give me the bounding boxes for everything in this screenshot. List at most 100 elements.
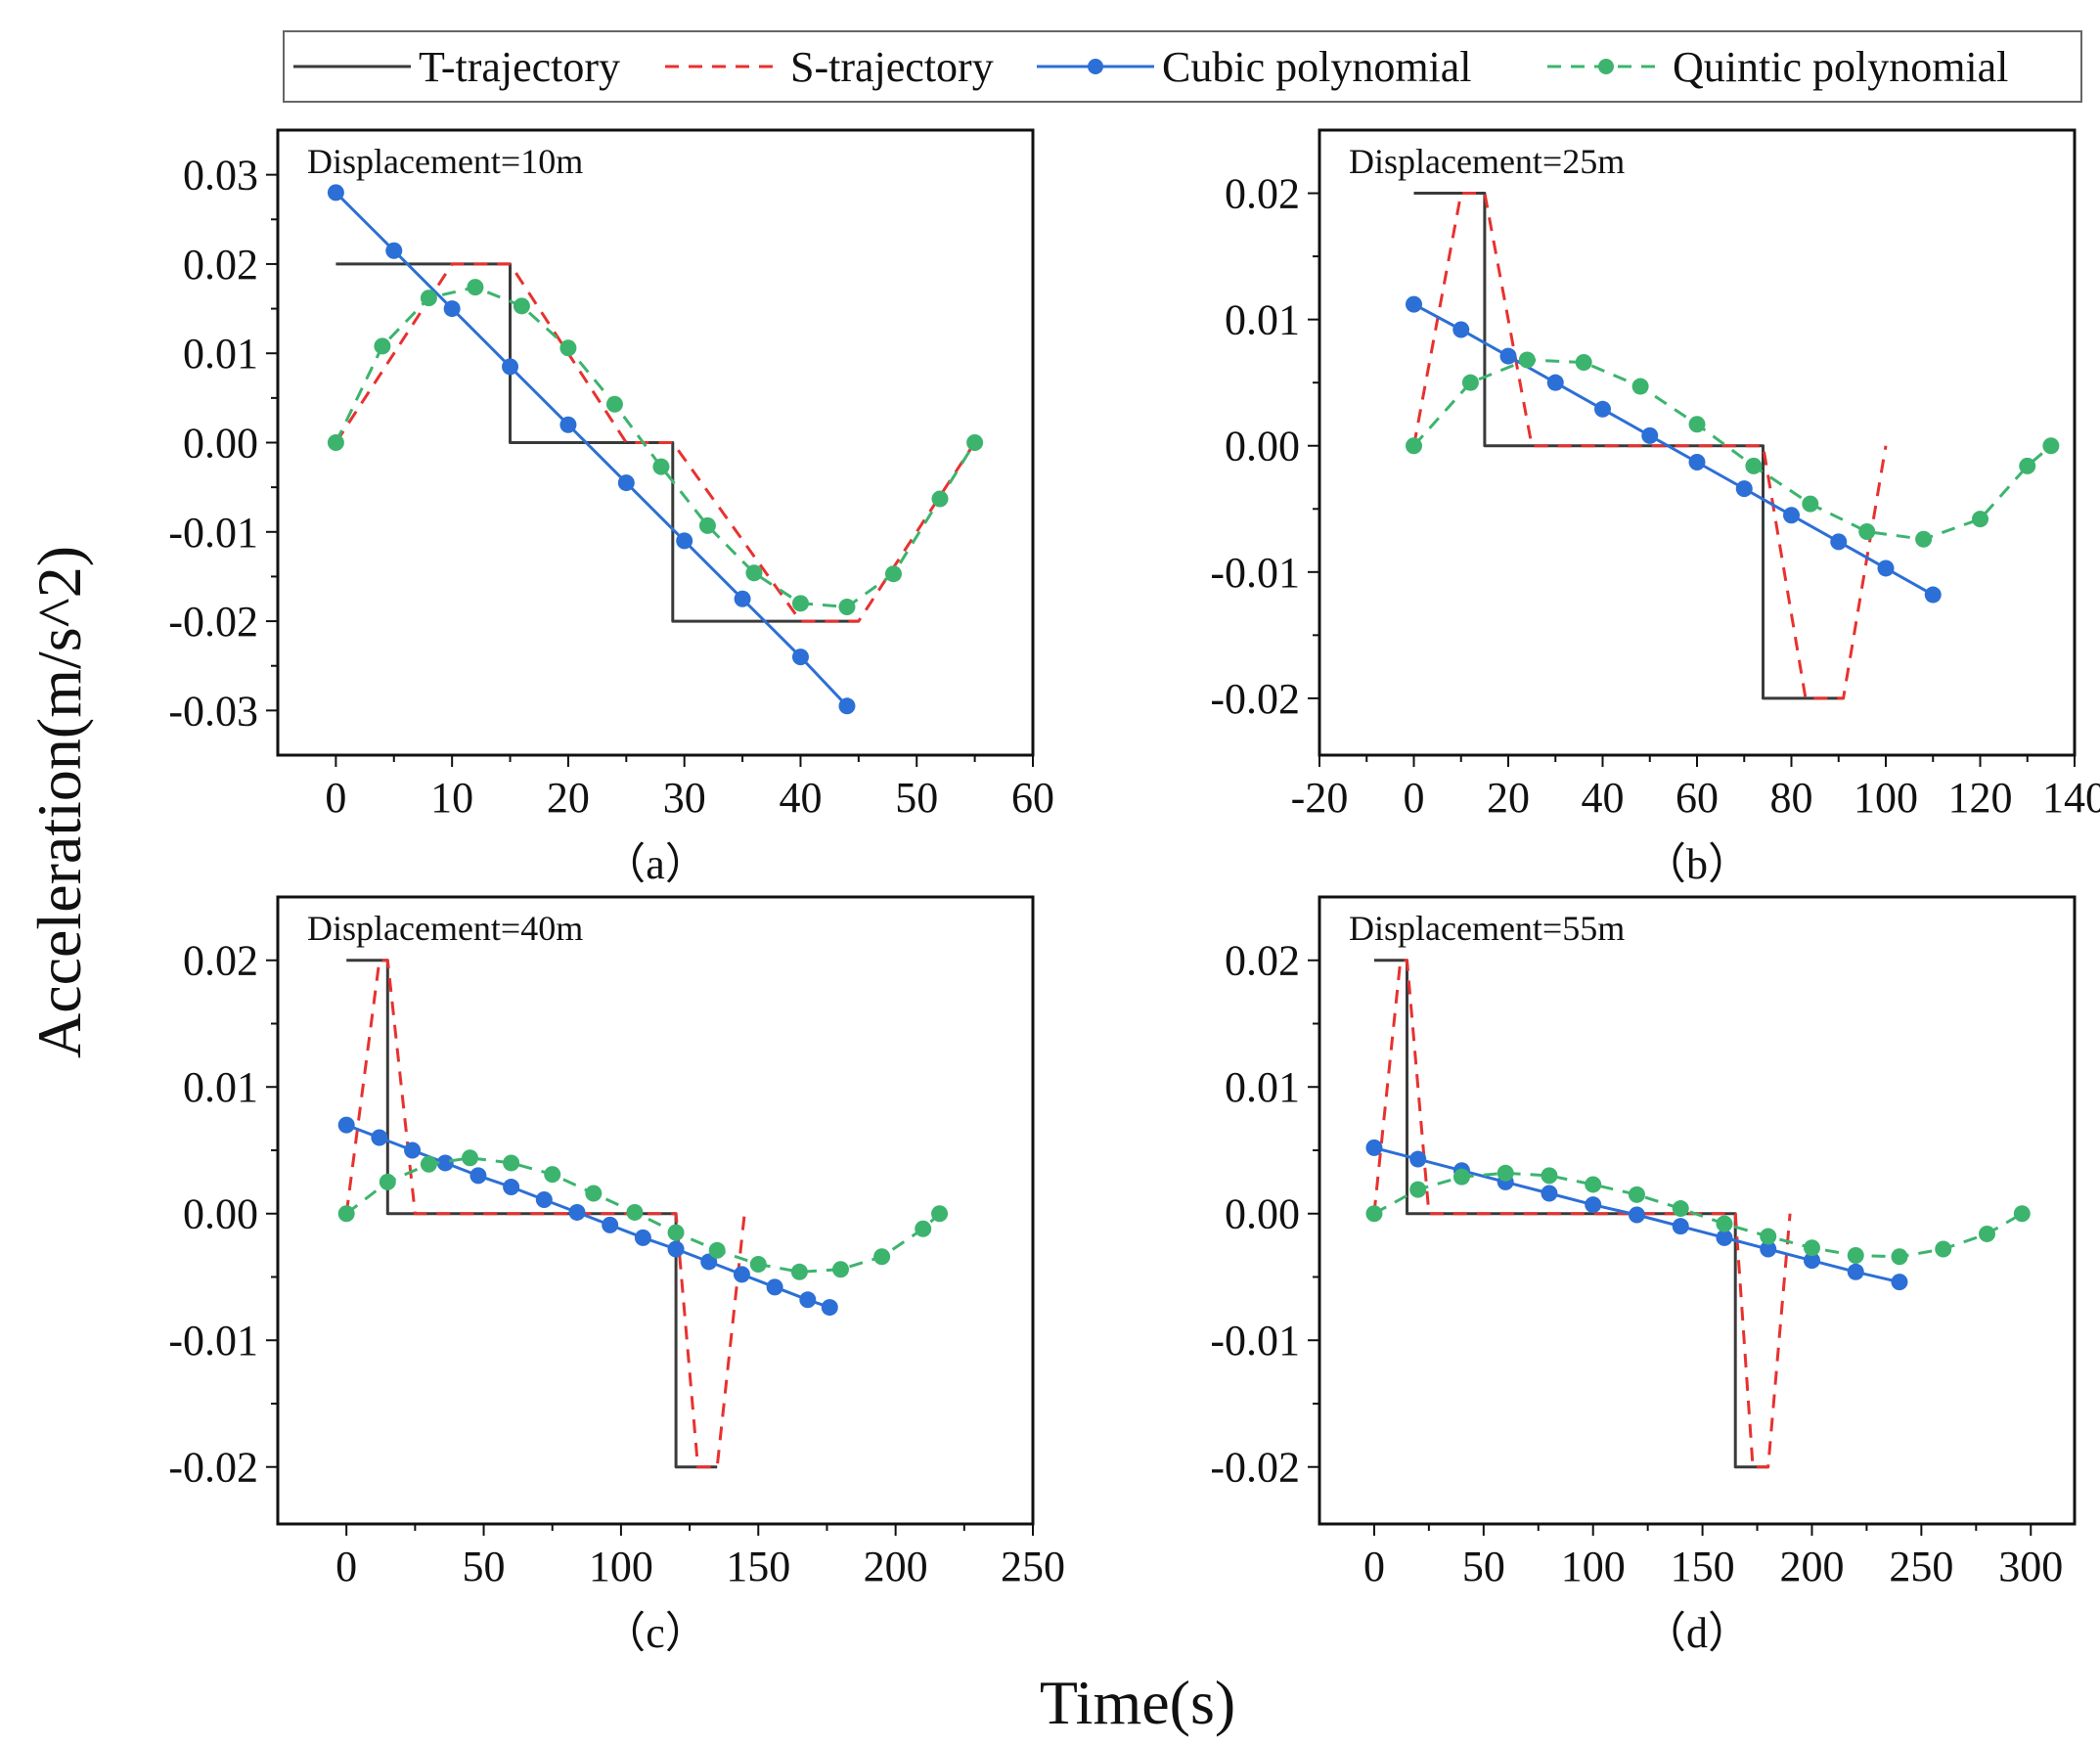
panel-b-plot-area [1406, 192, 2060, 700]
panel-d-point-quintic-polynomial [1365, 1205, 1383, 1223]
panel-d-point-cubic-polynomial [1803, 1252, 1820, 1270]
panel-d-y-tick-label: 0.01 [1225, 1063, 1300, 1111]
panel-d-point-quintic-polynomial [1891, 1248, 1908, 1266]
panel-a-point-quintic-polynomial [966, 434, 984, 451]
panel-d-point-cubic-polynomial [1628, 1206, 1645, 1224]
panel-c-annotation: Displacement=40m [307, 909, 583, 948]
panel-b-x-tick-label: 100 [1854, 774, 1918, 822]
panel-d-point-cubic-polynomial [1672, 1218, 1689, 1235]
panel-b-point-quintic-polynomial [1461, 374, 1479, 391]
panel-a-y-tick-label: 0.03 [183, 152, 258, 200]
panel-c-point-cubic-polynomial [799, 1291, 817, 1309]
panel-c-point-cubic-polynomial [766, 1278, 783, 1296]
panel-a-point-quintic-polynomial [420, 290, 437, 307]
panel-d-x-tick-label: 50 [1462, 1543, 1505, 1590]
panel-d-point-cubic-polynomial [1585, 1196, 1602, 1214]
panel-b-x-tick-label: 0 [1404, 774, 1425, 822]
legend-label-s-trajectory: S-trajectory [790, 43, 994, 91]
panel-c-point-quintic-polynomial [503, 1154, 520, 1172]
panel-a-point-quintic-polynomial [327, 434, 344, 451]
panel-a-point-cubic-polynomial [502, 358, 519, 376]
panel-b-point-quintic-polynomial [1518, 351, 1536, 369]
panel-c-x-tick-label: 200 [864, 1543, 928, 1590]
panel-c-point-quintic-polynomial [915, 1220, 932, 1237]
panel-a-y-tick-label: -0.03 [168, 687, 258, 735]
panel-c-point-quintic-polynomial [420, 1155, 437, 1173]
panel-c-point-quintic-polynomial [585, 1185, 603, 1202]
panel-a-x-tick-label: 40 [779, 774, 822, 822]
panel-a-point-cubic-polynomial [734, 590, 751, 607]
panel-d-point-quintic-polynomial [1409, 1181, 1427, 1198]
panel-b-point-cubic-polynomial [1406, 295, 1422, 313]
panel-b-point-quintic-polynomial [1575, 354, 1592, 372]
legend-label-cubic-polynomial: Cubic polynomial [1162, 43, 1472, 91]
panel-a-point-cubic-polynomial [559, 416, 577, 433]
panel-c-plot-area [337, 959, 949, 1469]
panel-d-sublabel: （d） [1643, 1609, 1751, 1657]
panel-b-point-quintic-polynomial [1915, 530, 1933, 548]
panel-a-y-tick-label: -0.02 [168, 598, 258, 646]
panel-a-x-tick-label: 50 [895, 774, 938, 822]
panel-d-series-quintic-polynomial [1373, 1171, 2024, 1259]
panel-c-sublabel: （c） [603, 1609, 708, 1657]
panel-c-point-quintic-polynomial [749, 1256, 767, 1274]
panel-d-annotation: Displacement=55m [1349, 909, 1625, 948]
panel-c-x-tick-label: 250 [1001, 1543, 1065, 1590]
panel-c-point-cubic-polynomial [667, 1240, 685, 1258]
panel-a-point-cubic-polynomial [617, 474, 635, 492]
panel-c-y-tick-label: 0.01 [183, 1063, 258, 1111]
panel-d-point-cubic-polynomial [1760, 1240, 1777, 1258]
panel-b-point-cubic-polynomial [1688, 454, 1706, 471]
panel-c-point-cubic-polynomial [634, 1229, 651, 1246]
panel-b-point-cubic-polynomial [1924, 586, 1942, 604]
panel-c-y-tick-label: -0.01 [168, 1317, 258, 1365]
panel-a-point-quintic-polynomial [931, 490, 949, 508]
x-axis-title: Time(s) [1040, 1668, 1235, 1737]
panel-d-point-quintic-polynomial [1452, 1168, 1470, 1186]
panel-a-point-quintic-polynomial [838, 598, 856, 615]
panel-d-y-tick-label: -0.01 [1210, 1317, 1300, 1365]
legend-marker-cubic-polynomial [1088, 59, 1103, 74]
panel-d-x-tick-label: 150 [1671, 1543, 1735, 1590]
panel-d-x-tick-label: 200 [1779, 1543, 1844, 1590]
panel-c-point-cubic-polynomial [503, 1179, 520, 1196]
panel-d-point-cubic-polynomial [1716, 1229, 1733, 1246]
panel-d-point-quintic-polynomial [2013, 1205, 2031, 1223]
panel-c-point-cubic-polynomial [821, 1299, 838, 1317]
panel-c-point-quintic-polynomial [831, 1261, 849, 1278]
panel-c-point-quintic-polynomial [462, 1149, 479, 1167]
panel-c-point-cubic-polynomial [337, 1116, 355, 1134]
panel-a-y-tick-label: 0.01 [183, 330, 258, 378]
panel-a-x-tick-label: 0 [325, 774, 346, 822]
panel-d-point-quintic-polynomial [1541, 1167, 1558, 1185]
panel-b-point-cubic-polynomial [1783, 507, 1800, 524]
panel-d-x-tick-label: 100 [1561, 1543, 1626, 1590]
panel-a-x-tick-label: 30 [663, 774, 706, 822]
panel-d-y-tick-label: -0.02 [1210, 1444, 1300, 1492]
panel-d-point-quintic-polynomial [1716, 1215, 1733, 1232]
panel-b-y-tick-label: 0.02 [1225, 170, 1300, 218]
panel-b-y-tick-label: -0.01 [1210, 549, 1300, 597]
panel-c-point-cubic-polynomial [404, 1142, 422, 1159]
panel-b-x-tick-label: 80 [1770, 774, 1813, 822]
panel-b-point-cubic-polynomial [1452, 321, 1470, 338]
panel-c-point-quintic-polynomial [667, 1224, 685, 1241]
panel-a-point-cubic-polynomial [791, 649, 809, 666]
panel-c-point-cubic-polynomial [469, 1167, 487, 1185]
panel-d: 0 50 100 150 200 250 300 -0.02 -0.01 0.00 0.01 0.02… [1210, 895, 2077, 1657]
panel-c-series-quintic-polynomial [345, 1156, 941, 1274]
panel-d-x-tick-label: 0 [1363, 1543, 1385, 1590]
panel-c-x-tick-label: 100 [589, 1543, 653, 1590]
panel-a-annotation: Displacement=10m [307, 142, 583, 181]
panel-a-point-cubic-polynomial [385, 242, 403, 259]
panels: 0 10 20 30 40 50 60 -0.03 -0.02 -0.01 0.00 0.01 0.02… [168, 128, 2100, 1657]
panel-d-point-quintic-polynomial [1672, 1200, 1689, 1218]
panel-b-point-quintic-polynomial [2019, 457, 2036, 474]
panel-c: 0 50 100 150 200 250 -0.02 -0.01 0.00 0.01 0.02 Dis… [168, 895, 1065, 1657]
panel-c-point-quintic-polynomial [790, 1263, 808, 1280]
panel-b-point-cubic-polynomial [1735, 480, 1753, 498]
panel-d-x-tick-label: 250 [1889, 1543, 1953, 1590]
panel-b-point-cubic-polynomial [1499, 347, 1517, 365]
panel-c-y-tick-label: 0.02 [183, 937, 258, 985]
panel-b-point-quintic-polynomial [1631, 378, 1649, 395]
